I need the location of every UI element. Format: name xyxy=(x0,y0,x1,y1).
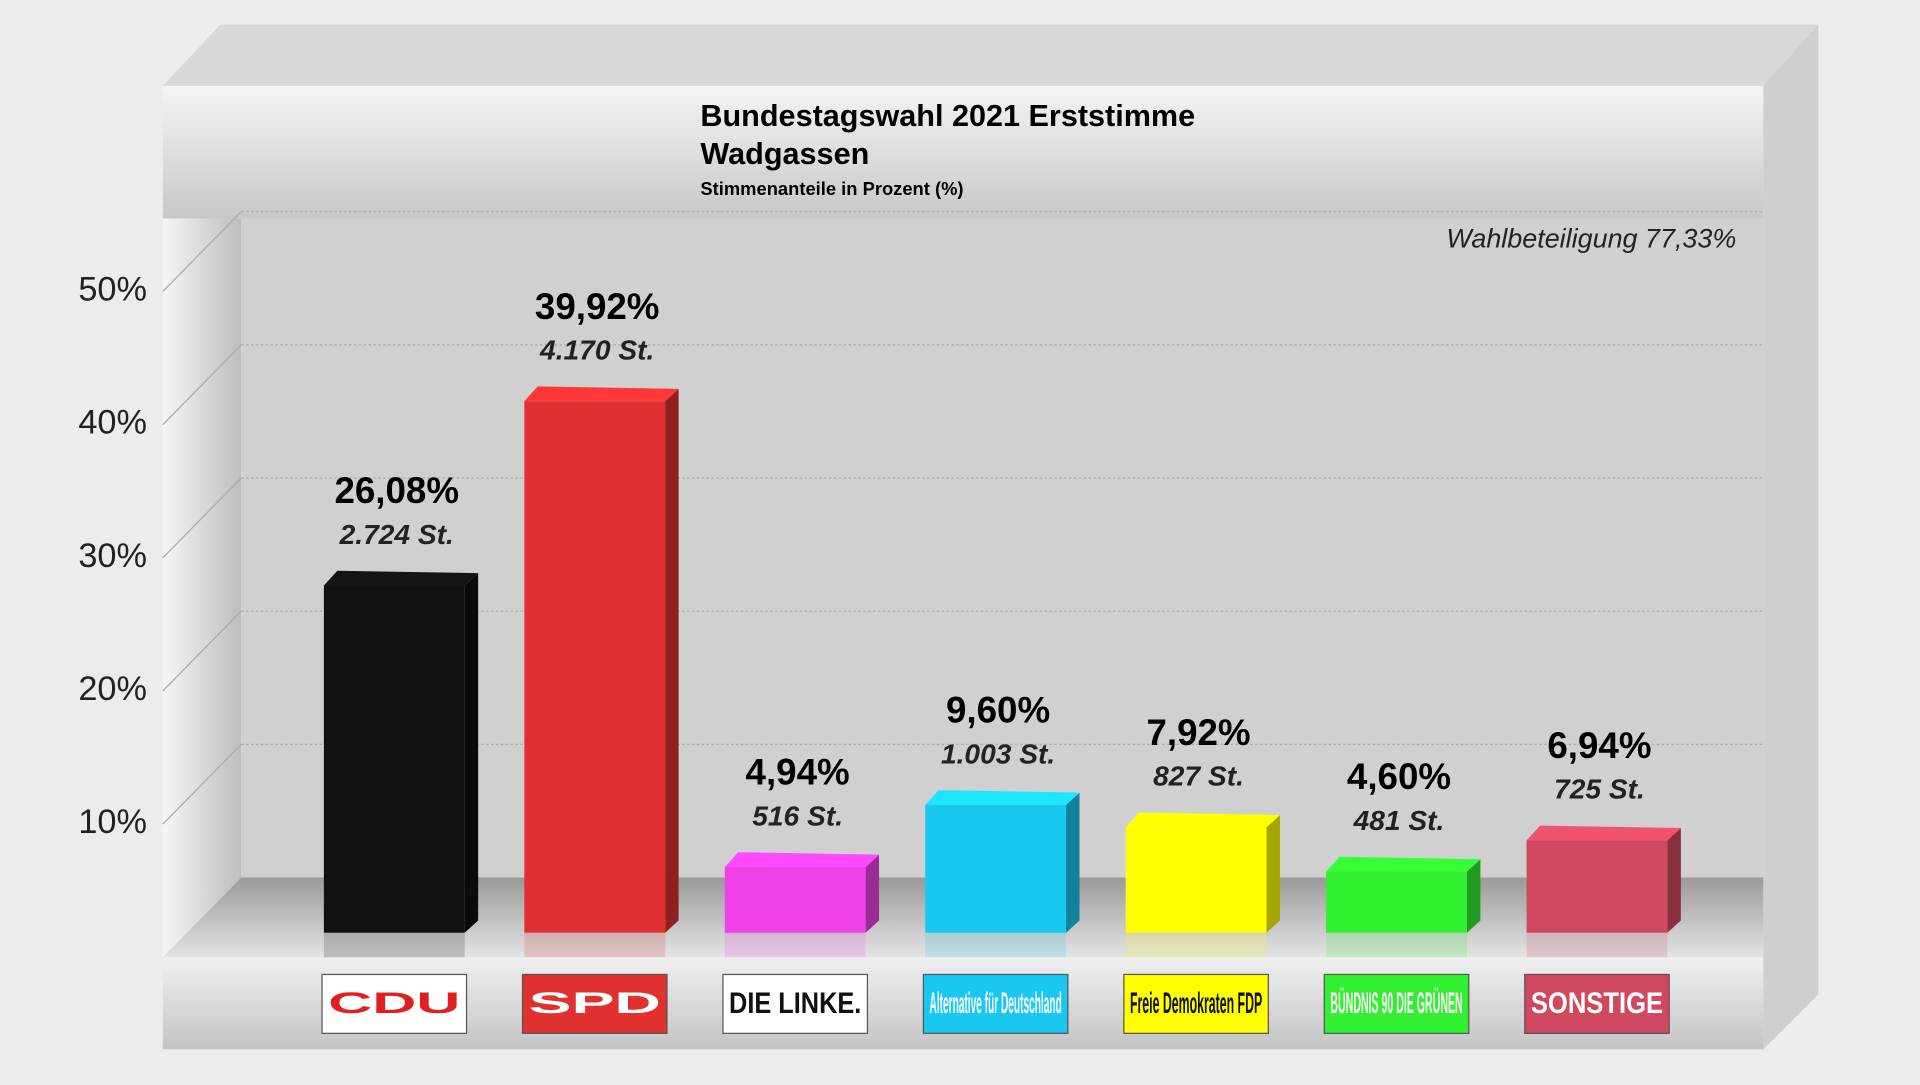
vote-label: 4.170 St. xyxy=(539,333,654,365)
vote-label: 516 St. xyxy=(752,799,843,831)
x-tick-label: DIE LINKE. xyxy=(729,987,861,1020)
bar xyxy=(524,401,666,933)
party-logo xyxy=(1323,973,1470,1034)
grid-line-wall xyxy=(162,344,242,426)
bar xyxy=(724,866,866,933)
bar-side xyxy=(1466,859,1481,933)
grid-line-wall xyxy=(162,610,242,692)
grid-line-wall xyxy=(162,743,242,825)
vote-label: 2.724 St. xyxy=(339,518,454,550)
bar-side xyxy=(1266,814,1280,933)
y-tick-label: 30% xyxy=(78,537,147,575)
bar-side xyxy=(865,854,880,933)
bar xyxy=(1326,871,1467,933)
grid-line-wall xyxy=(162,211,242,292)
y-tick-label: 40% xyxy=(78,404,147,442)
x-tick-label: BÜNDNIS 90 DIE GRÜNEN xyxy=(1330,987,1462,1020)
y-tick-label: 50% xyxy=(78,271,147,309)
vote-label: 1.003 St. xyxy=(941,737,1055,769)
bar-reflection xyxy=(323,932,465,958)
chart-caption: Stimmenanteile in Prozent (%) xyxy=(700,178,963,199)
bar-top xyxy=(323,570,479,586)
value-label: 39,92% xyxy=(535,286,660,327)
party-logo xyxy=(321,973,468,1034)
value-label: 4,60% xyxy=(1347,756,1451,797)
value-label: 7,92% xyxy=(1146,712,1250,753)
bar-reflection xyxy=(724,932,866,958)
bar xyxy=(1526,840,1668,933)
party-logo xyxy=(1123,973,1269,1034)
x-tick-label: Freie Demokraten FDP xyxy=(1130,987,1262,1020)
bar-reflection xyxy=(524,932,666,958)
bar-top xyxy=(1326,856,1481,872)
bar-reflection xyxy=(1526,932,1668,958)
bar-side xyxy=(464,573,479,933)
chart-title: Bundestagswahl 2021 Erststimme xyxy=(700,99,1195,133)
bar-side xyxy=(1667,828,1681,933)
y-tick-label: 10% xyxy=(78,803,147,841)
bar xyxy=(1125,827,1267,933)
bar xyxy=(323,585,465,933)
y-tick-label: 20% xyxy=(78,670,147,708)
x-tick-label: Alternative für Deutschland xyxy=(930,987,1062,1020)
value-label: 9,60% xyxy=(946,690,1050,731)
value-label: 6,94% xyxy=(1547,725,1651,766)
vote-label: 481 St. xyxy=(1353,804,1445,836)
bar xyxy=(925,804,1067,933)
bar-top xyxy=(724,852,880,867)
party-logo xyxy=(521,973,668,1034)
bar-reflection xyxy=(1125,932,1267,958)
party-logo xyxy=(1524,973,1670,1034)
bar-top xyxy=(1526,825,1681,841)
bar-top xyxy=(524,386,679,402)
value-label: 26,08% xyxy=(334,470,459,511)
vote-label: 827 St. xyxy=(1153,760,1244,792)
x-tick-label: SONSTIGE xyxy=(1531,987,1663,1020)
x-tick-label: SPD xyxy=(529,987,661,1020)
bar-side xyxy=(665,388,679,933)
party-logo xyxy=(722,973,869,1034)
bar-side xyxy=(1066,792,1080,933)
bar-top xyxy=(925,790,1080,805)
bar-reflection xyxy=(925,932,1067,958)
vote-label: 725 St. xyxy=(1554,773,1645,805)
party-logo xyxy=(922,973,1069,1034)
x-tick-label: CDU xyxy=(328,987,460,1020)
annotation: Wahlbeteiligung 77,33% xyxy=(1446,224,1736,254)
value-label: 4,94% xyxy=(746,752,850,793)
bar-top xyxy=(1125,812,1280,828)
chart-subtitle: Wadgassen xyxy=(700,137,869,171)
bar-reflection xyxy=(1326,932,1467,958)
grid-line-wall xyxy=(162,477,242,559)
